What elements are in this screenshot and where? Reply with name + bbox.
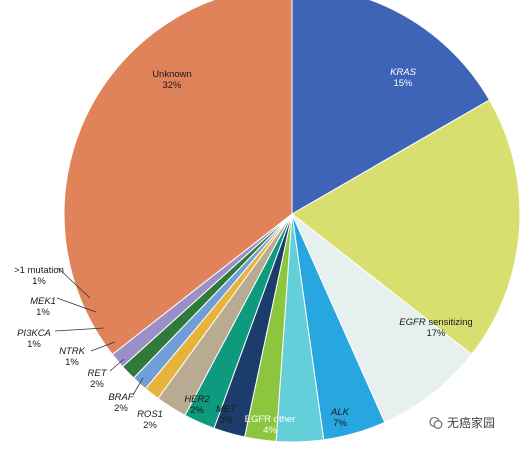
watermark: 无癌家园: [429, 414, 495, 431]
label-pi3kca: PI3KCA 1%: [17, 328, 51, 350]
slice-alk: [291, 213, 473, 423]
label-1-mutation: >1 mutation 1%: [14, 265, 64, 287]
label-egfr-other: EGFR other 4%: [245, 414, 296, 436]
label-braf: BRAF 2%: [108, 392, 135, 414]
leader-pi3kca: [54, 327, 105, 332]
pie-slices: [63, 0, 521, 443]
leader-ntrk: [90, 341, 116, 352]
leader-ret: [109, 358, 125, 372]
label-her2: HER2 2%: [184, 394, 210, 416]
watermark-text: 无癌家园: [446, 416, 495, 430]
slice-labels: KRAS 15% EGFR sensitizing 17% ALK 7% EGFR othe…: [14, 67, 473, 436]
slice-kras: [291, 0, 491, 215]
leader-braf: [132, 377, 144, 396]
leader-mek1: [56, 297, 97, 313]
leader-1-mutation: [57, 267, 91, 299]
label-ret: RET 2%: [88, 368, 108, 390]
label-ntrk: NTRK 1%: [59, 346, 86, 368]
leader-lines: [54, 267, 144, 396]
label-ros1: ROS1 2%: [137, 409, 163, 431]
slice-unknown: [63, 0, 293, 356]
slice-egfr-sensitizing: [291, 99, 521, 356]
label-mek1: MEK1 1%: [30, 296, 56, 318]
label-unknown: Unknown 32%: [152, 69, 192, 91]
label-kras: KRAS 15%: [390, 67, 417, 89]
label-alk: ALK 7%: [330, 407, 350, 429]
wechat-icon: [429, 416, 443, 429]
label-met: MET 3%: [216, 404, 237, 426]
label-egfr-sensitizing: EGFR sensitizing 17%: [399, 317, 472, 339]
